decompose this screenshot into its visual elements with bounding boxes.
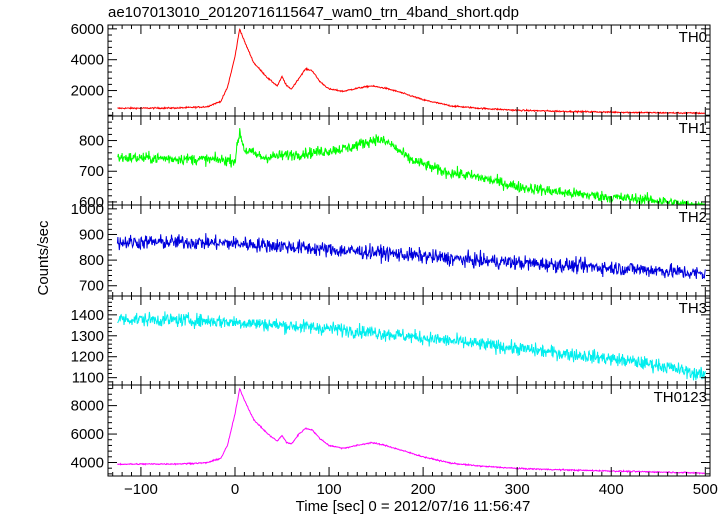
- y-tick-label: 1200: [71, 349, 104, 366]
- x-tick-label: −100: [124, 481, 158, 498]
- series-line-th1: [117, 128, 706, 206]
- panel-th0: 2000 4000 6000 TH0: [71, 21, 711, 117]
- panel-th1: 600 700 800 TH1: [79, 115, 711, 211]
- x-tick-label: 500: [693, 481, 718, 498]
- x-axis: −100 0 100 200 300 400 500: [124, 481, 718, 498]
- panel-label-th0123: TH0123: [654, 389, 707, 406]
- y-tick-label: 800: [79, 252, 104, 269]
- panel-label-th0: TH0: [679, 29, 707, 46]
- panel-label-th2: TH2: [679, 209, 707, 226]
- chart-title: ae107013010_20120716115647_wam0_trn_4ban…: [108, 4, 519, 21]
- y-tick-label: 4000: [71, 52, 104, 69]
- x-tick-label: 400: [599, 481, 624, 498]
- y-tick-label: 800: [79, 133, 104, 150]
- y-tick-label: 6000: [71, 21, 104, 38]
- panel-frame: [107, 384, 711, 477]
- y-tick-label: 8000: [71, 398, 104, 415]
- y-tick-label: 2000: [71, 83, 104, 100]
- y-tick-label: 1400: [71, 307, 104, 324]
- y-tick-label: 6000: [71, 426, 104, 443]
- y-tick-label: 600: [79, 194, 104, 211]
- x-tick-label: 100: [317, 481, 342, 498]
- panel-label-th1: TH1: [679, 120, 707, 137]
- x-axis-title: Time [sec] 0 = 2012/07/16 11:56:47: [296, 498, 531, 515]
- series-line-th0123: [117, 387, 706, 475]
- panel-th0123: 4000 6000 8000 TH0123: [71, 384, 711, 477]
- y-tick-label: 4000: [71, 454, 104, 471]
- series-line-th3: [117, 311, 706, 381]
- y-axis-title: Counts/sec: [35, 220, 52, 296]
- x-tick-label: 300: [505, 481, 530, 498]
- y-tick-label: 1100: [72, 370, 104, 387]
- panel-th3: 1100 1200 1300 1400 TH3: [71, 295, 711, 387]
- x-tick-label: 200: [411, 481, 436, 498]
- y-tick-label: 1000: [71, 201, 104, 218]
- y-tick-label: 700: [79, 278, 104, 295]
- series-line-th0: [117, 28, 706, 115]
- panel-frame: [107, 24, 711, 117]
- y-tick-label: 900: [79, 226, 104, 243]
- panel-th2: 700 800 900 1000 TH2: [71, 201, 711, 297]
- y-tick-label: 700: [79, 163, 104, 180]
- panel-frame: [107, 295, 711, 386]
- panel-label-th3: TH3: [679, 300, 707, 317]
- x-tick-label: 0: [231, 481, 239, 498]
- y-tick-label: 1300: [71, 328, 104, 345]
- panels-group: 2000 4000 6000 TH0 600 700 800 TH1 700 800 900 1000…: [71, 21, 711, 477]
- series-line-th2: [116, 233, 706, 279]
